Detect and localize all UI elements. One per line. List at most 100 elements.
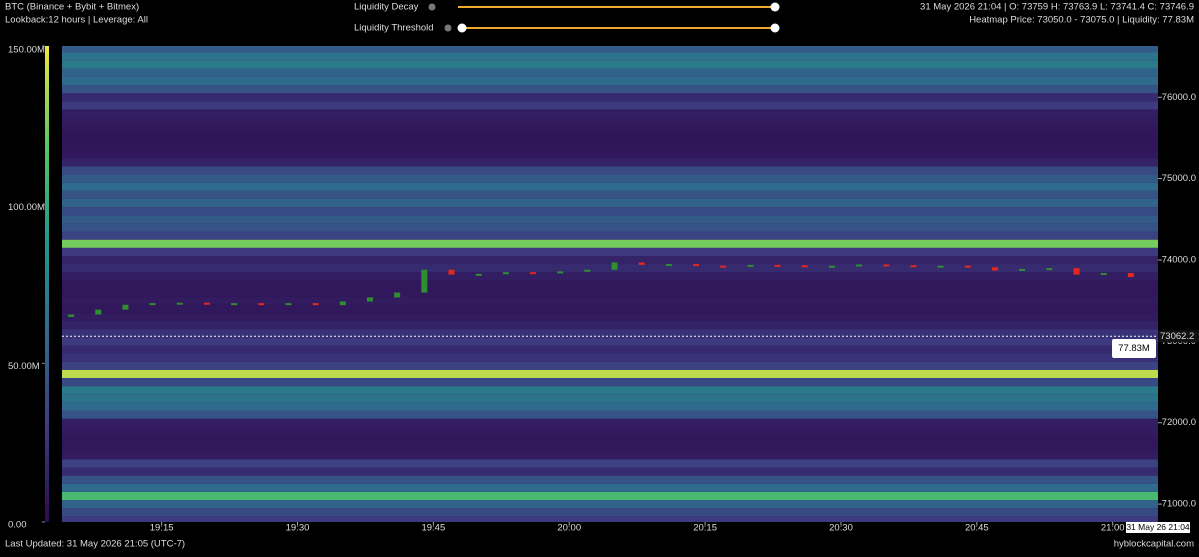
candle-body (1046, 268, 1053, 271)
candle-body (828, 265, 835, 268)
heatmap-cell (62, 410, 1158, 419)
heatmap-cell (62, 68, 1158, 77)
heatmap-cell (62, 215, 1158, 224)
heatmap-cell (62, 508, 1158, 517)
heatmap-cell (62, 426, 1158, 435)
heatmap-cell (62, 418, 1158, 427)
heatmap-cell (62, 321, 1158, 330)
heatmap-cell (62, 402, 1158, 411)
heatmap-cell (62, 247, 1158, 256)
plot: 0.00 50.00M 100.00M 150.00M 71000.0 72000.0 73… (8, 45, 1199, 534)
candle-body (964, 265, 971, 268)
candle-body (530, 272, 537, 275)
heatmap-cell (62, 101, 1158, 110)
candle-body (122, 304, 129, 310)
heatmap-cell (62, 475, 1158, 484)
colorbar (45, 46, 49, 522)
heatmap-cell (62, 296, 1158, 305)
heatmap-cell (62, 198, 1158, 208)
candle-body (312, 303, 319, 306)
heatmap-cell (62, 491, 1158, 501)
candle-body (95, 309, 102, 315)
candle-body (1127, 273, 1134, 278)
y-tick-label: 71000.0 (1162, 499, 1196, 510)
colorbar-tick-label: 100.00M (8, 202, 45, 213)
heatmap-cell (62, 264, 1158, 273)
candle-body (693, 264, 700, 267)
candle-body (1019, 268, 1026, 271)
heatmap-cell (62, 125, 1158, 134)
heatmap-cell (62, 239, 1158, 248)
subtitle: Lookback:12 hours | Leverage: All (5, 15, 148, 26)
candle-body (176, 302, 183, 305)
crosshair-time-label: 31 May 26 21:04 (1126, 522, 1190, 532)
candle-body (1073, 268, 1080, 275)
slider-handle[interactable] (770, 23, 780, 33)
heatmap-cell (62, 386, 1158, 395)
heatmap-cell (62, 516, 1158, 522)
heatmap-cell (62, 280, 1158, 289)
candle-body (720, 265, 727, 268)
candle-body (883, 264, 890, 267)
info-icon[interactable] (428, 3, 436, 11)
heatmap-cell (62, 150, 1158, 159)
info-icon[interactable] (444, 24, 452, 32)
heatmap-cell (62, 174, 1158, 183)
candle-body (258, 303, 265, 306)
candle-body (991, 267, 998, 271)
heatmap-cell (62, 76, 1158, 86)
candle-body (339, 301, 346, 306)
candle-body (231, 303, 238, 306)
candle-body (149, 303, 156, 306)
title: BTC (Binance + Bybit + Bitmex) (5, 2, 139, 13)
y-tick-label: 74000.0 (1162, 255, 1196, 266)
heatmap-cell (62, 451, 1158, 460)
colorbar-tick-label: 150.00M (8, 45, 45, 56)
tooltip-label: 77.83M (1118, 343, 1150, 354)
candle-body (203, 302, 210, 305)
candle-body (747, 264, 754, 267)
heatmap-cell (62, 52, 1158, 61)
candle-body (394, 292, 401, 298)
heatmap-cell (62, 345, 1158, 354)
x-tick-label: 20:00 (557, 523, 581, 534)
slider-label: Liquidity Decay (354, 2, 419, 13)
heatmap-cell (62, 109, 1158, 118)
heatmap-cell (62, 60, 1158, 69)
candle-body (856, 264, 863, 267)
candle-body (557, 271, 564, 274)
x-tick-label: 19:15 (150, 523, 174, 534)
candle-body (1100, 273, 1107, 276)
candle-body (584, 269, 591, 272)
heatmap-cell (62, 483, 1158, 492)
heatmap-cell (62, 329, 1158, 338)
heatmap-cell (62, 182, 1158, 191)
candle-body (665, 264, 672, 267)
heatmap-cell (62, 255, 1158, 265)
x-tick-label: 21:00 (1101, 523, 1125, 534)
heatmap-cell (62, 337, 1158, 346)
heatmap-cell (62, 133, 1158, 143)
heatmap-cell (62, 117, 1158, 126)
heatmap-cell (62, 353, 1158, 362)
ohlc-info: 31 May 2026 21:04 | O: 73759 H: 73763.9 … (920, 2, 1194, 13)
heatmap-cell (62, 434, 1158, 444)
heatmap-cell (62, 443, 1158, 452)
heatmap-cell (62, 158, 1158, 167)
x-tick-label: 19:30 (286, 523, 310, 534)
hover-info: Heatmap Price: 73050.0 - 73075.0 | Liqui… (969, 15, 1194, 26)
candle-body (285, 303, 292, 306)
heatmap-cell (62, 93, 1158, 102)
heatmap-cell (62, 369, 1158, 378)
heatmap-cell (62, 304, 1158, 313)
crosshair-price-label: 73062.2 (1160, 331, 1194, 342)
candle-body (502, 272, 509, 275)
colorbar-tick-label: 50.00M (8, 361, 40, 372)
heatmap-cell (62, 207, 1158, 216)
slider-label: Liquidity Threshold (354, 23, 434, 34)
slider-handle[interactable] (770, 2, 780, 12)
heatmap-cell (62, 231, 1158, 240)
candle-body (774, 264, 781, 267)
slider-handle[interactable] (457, 23, 467, 33)
heatmap-cell (62, 500, 1158, 509)
